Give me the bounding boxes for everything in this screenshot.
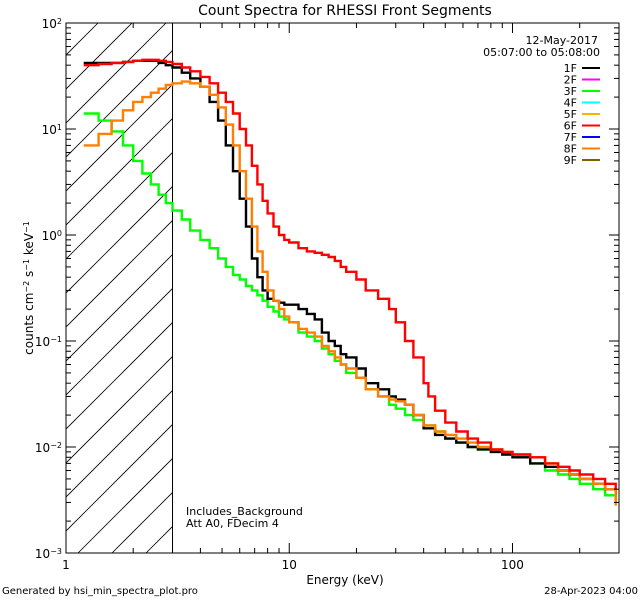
series-line-6f [83,58,617,490]
hatch-line [66,83,173,192]
legend-label-3f: 3F [564,85,577,98]
legend-label-9f: 9F [564,154,577,167]
time-range-label: 05:07:00 to 05:08:00 [483,46,600,59]
y-tick-label: 10−2 [35,441,62,456]
legend-label-6f: 6F [564,120,577,133]
legend-label-1f: 1F [564,62,577,75]
y-tick-label: 10−3 [35,547,62,562]
annotation-attenuator: Att A0, FDecim 4 [186,517,279,530]
legend-label-8f: 8F [564,143,577,156]
hatch-line [66,23,99,56]
hatch-line [66,219,173,328]
hatch-line [452,23,640,553]
hatch-line [622,23,640,553]
date-label: 12-May-2017 [526,34,598,47]
plot-frame [65,22,620,554]
footer-timestamp: 28-Apr-2023 04:00 [544,586,638,597]
hatch-line [66,49,173,158]
svg-text:counts cm−2 s−1 keV−1: counts cm−2 s−1 keV−1 [22,221,37,355]
x-axis-label: Energy (keV) [306,573,383,587]
hatch-line [0,23,64,553]
hatch-line [384,23,640,553]
series-line-8f [83,80,617,506]
hatch-line [66,185,173,294]
series-line-1f [83,59,617,496]
series-line-3f [83,112,617,503]
y-tick-label: 100 [42,229,62,244]
hatch-line [66,151,173,260]
y-axis-label: counts cm−2 s−1 keV−1 [22,221,37,355]
hatched-region [0,23,640,553]
hatch-line [77,457,173,553]
y-tick-label: 10−1 [35,335,62,350]
hatch-line [418,23,640,553]
legend-label-2f: 2F [564,74,577,87]
x-tick-label: 1 [62,558,70,572]
legend-label-7f: 7F [564,131,577,144]
hatch-line [66,423,173,532]
legend-label-4f: 4F [564,97,577,110]
footer-generated-by: Generated by hsi_min_spectra_plot.pro [2,586,198,597]
legend-label-5f: 5F [564,108,577,121]
axis-ticks: 1 10 100 10−3 10−2 10−1 100 101 102 [35,17,620,572]
x-tick-label: 10 [282,558,297,572]
hatch-line [66,389,173,498]
y-tick-label: 102 [42,17,62,32]
y-tick-label: 101 [42,123,62,138]
hatch-line [66,253,173,362]
chart-title: Count Spectra for RHESSI Front Segments [198,3,492,19]
hatch-line [66,23,167,124]
x-tick-label: 100 [501,558,524,572]
annotation-background: Includes_Background [186,505,303,518]
